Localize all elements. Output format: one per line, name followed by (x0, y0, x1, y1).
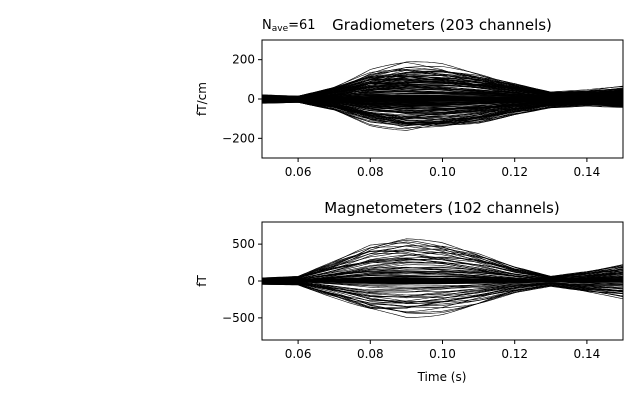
magnetometers-trace (262, 252, 623, 279)
gradiometers-traces (262, 61, 623, 131)
gradiometers-ylabel: fT/cm (195, 82, 209, 116)
magnetometers-trace (262, 281, 623, 285)
gradiometers-trace (262, 83, 623, 99)
magnetometers-trace (262, 238, 623, 279)
magnetometers-trace (262, 282, 623, 303)
magnetometers-trace (262, 283, 623, 309)
magnetometers-panel: Magnetometers (102 channels) fT Time (s)… (195, 199, 624, 384)
magnetometers-traces (262, 238, 623, 318)
gradiometers-ytick-label: 0 (247, 92, 255, 106)
magnetometers-xtick-label: 0.14 (574, 347, 601, 361)
gradiometers-xtick-label: 0.08 (357, 165, 384, 179)
gradiometers-trace (262, 99, 623, 109)
gradiometers-trace (262, 91, 623, 99)
gradiometers-trace (262, 62, 623, 97)
gradiometers-trace (262, 73, 623, 98)
gradiometers-trace (262, 101, 623, 128)
magnetometers-xtick-label: 0.06 (285, 347, 312, 361)
magnetometers-trace (262, 283, 623, 309)
gradiometers-trace (262, 101, 623, 130)
magnetometers-trace (262, 258, 623, 280)
magnetometers-trace (262, 282, 623, 304)
magnetometers-trace (262, 271, 623, 281)
magnetometers-xtick-label: 0.08 (357, 347, 384, 361)
magnetometers-xtick-label: 0.12 (501, 347, 528, 361)
gradiometers-title: Gradiometers (203 channels) (332, 16, 552, 34)
gradiometers-trace (262, 100, 623, 110)
gradiometers-xtick-label: 0.06 (285, 165, 312, 179)
magnetometers-trace (262, 281, 623, 291)
nave-annotation: Nave=61 (262, 18, 316, 34)
magnetometers-title: Magnetometers (102 channels) (324, 199, 559, 217)
gradiometers-trace (262, 100, 623, 125)
magnetometers-ytick-label: 500 (232, 237, 255, 251)
gradiometers-xtick-label: 0.12 (501, 165, 528, 179)
gradiometers-xtick-label: 0.14 (574, 165, 601, 179)
magnetometers-trace (262, 282, 623, 302)
magnetometers-axes: 0.06 0.08 0.10 0.12 0.14 500 0 −500 (222, 221, 624, 361)
gradiometers-xtick-label: 0.10 (429, 165, 456, 179)
magnetometers-ylabel: fT (195, 275, 209, 287)
gradiometers-trace (262, 71, 623, 97)
gradiometers-axes: 0.06 0.08 0.10 0.12 0.14 200 0 −200 (222, 39, 624, 179)
magnetometers-ytick-label: 0 (247, 274, 255, 288)
gradiometers-ytick-label: 200 (232, 53, 255, 67)
gradiometers-trace-cluster (262, 96, 623, 102)
gradiometers-trace (262, 99, 623, 105)
magnetometers-trace-cluster (262, 277, 623, 284)
magnetometers-xlabel: Time (s) (417, 370, 467, 384)
magnetometers-trace (262, 248, 623, 280)
magnetometers-trace (262, 266, 623, 281)
gradiometers-ytick-label: −200 (222, 131, 255, 145)
gradiometers-trace (262, 80, 623, 98)
gradiometers-trace (262, 101, 623, 126)
magnetometers-trace (262, 282, 623, 304)
magnetometers-xtick-label: 0.10 (429, 347, 456, 361)
gradiometers-panel: Nave=61 Gradiometers (203 channels) fT/c… (195, 16, 624, 179)
magnetometers-ytick-label: −500 (222, 311, 255, 325)
magnetometers-trace (262, 242, 623, 279)
